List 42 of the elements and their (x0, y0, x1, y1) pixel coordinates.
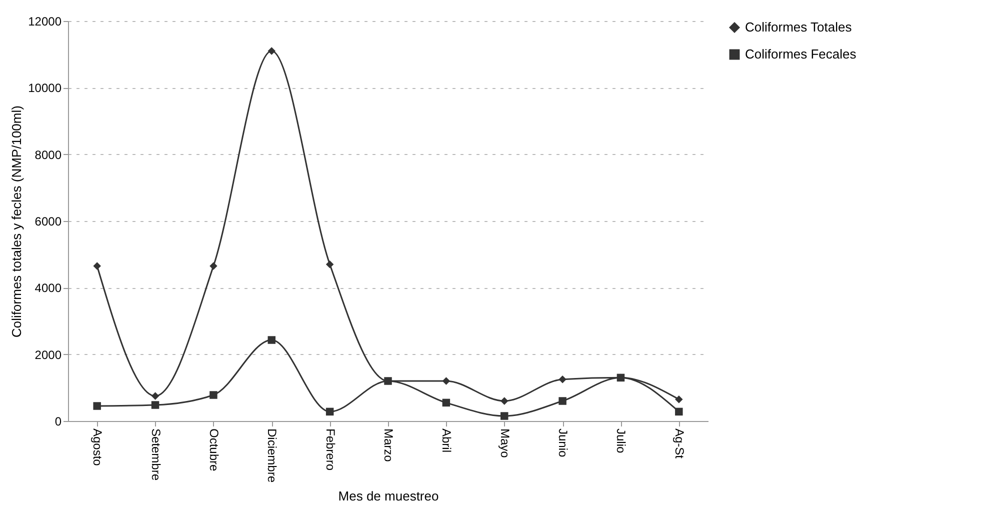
x-tick-label: Octubre (206, 428, 221, 472)
point (326, 408, 334, 416)
x-tick-label: Diciembre (265, 428, 280, 483)
point (326, 260, 334, 268)
x-tick-label: Febrero (323, 428, 338, 471)
legend-label: Coliformes Totales (745, 20, 852, 34)
y-tick-label: 6000 (34, 214, 62, 228)
x-tick-label: Mayo (498, 428, 512, 458)
point (268, 47, 276, 55)
x-tick-label: Agosto (90, 428, 105, 466)
point (210, 391, 218, 399)
x-axis-title: Mes de muestreo (338, 488, 439, 504)
x-tick-label: Julio (614, 428, 628, 454)
y-tick-label: 0 (54, 414, 62, 428)
y-tick-label: 2000 (34, 348, 62, 362)
x-tick-label: Junio (556, 428, 570, 458)
legend-label: Coliformes Fecales (745, 46, 857, 62)
point (93, 262, 101, 270)
y-axis-title: Coliformes totales y fecles (NMP/100ml) (9, 106, 24, 338)
x-tick-label: Ag-St (672, 428, 686, 460)
point (151, 392, 160, 400)
y-tick-label: 8000 (34, 148, 62, 162)
point (675, 395, 683, 404)
point (442, 377, 450, 385)
point (268, 336, 276, 344)
y-tick-label: 10000 (28, 81, 62, 96)
point (500, 412, 508, 420)
point (210, 262, 218, 270)
point (442, 398, 450, 407)
point (500, 397, 508, 405)
point (93, 402, 101, 410)
x-tick-label: Setembre (148, 428, 163, 481)
y-tick-label: 12000 (28, 14, 62, 28)
x-tick-label: Marzo (382, 428, 396, 462)
point (616, 374, 625, 382)
x-tick-label: Abril (440, 428, 454, 453)
point (675, 408, 683, 416)
point (384, 377, 392, 385)
point (558, 397, 566, 405)
point (151, 401, 160, 409)
point (558, 375, 566, 384)
y-tick-label: 4000 (34, 281, 62, 296)
